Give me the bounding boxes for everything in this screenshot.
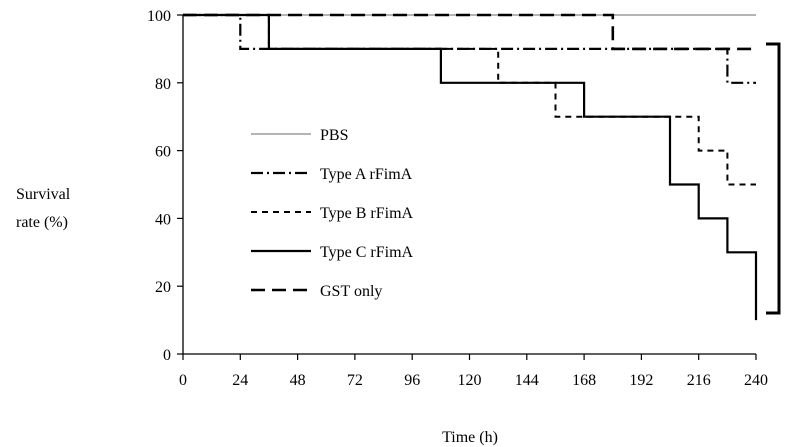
legend-label: Type B rFimA	[320, 205, 414, 222]
y-tick-label: 40	[155, 211, 171, 228]
x-axis-title: Time (h)	[442, 429, 498, 446]
x-tick-label: 192	[629, 372, 653, 389]
y-tick-label: 60	[155, 144, 171, 161]
x-tick-label: 168	[572, 372, 596, 389]
series-layer	[183, 13, 758, 321]
legend-label: GST only	[320, 283, 382, 300]
legend-label: Type A rFimA	[320, 166, 413, 183]
y-tick-label: 80	[155, 76, 171, 93]
series-line-gst-only	[183, 13, 756, 51]
legend: PBS Type A rFimA Type B rFimA Type C rFimA G…	[251, 127, 414, 300]
axes: 0 20 40 60 80 100 0 24 48 72 96 120 144 168 192 216 240	[147, 8, 768, 389]
y-axis-title-line2: rate (%)	[16, 214, 68, 231]
series-line-type-c-rfima	[183, 13, 758, 321]
x-tick-label: 216	[687, 372, 711, 389]
y-axis-title-line1: Survival	[16, 186, 71, 203]
significance-bracket	[766, 42, 781, 315]
x-tick-label: 240	[744, 372, 768, 389]
x-tick-label: 96	[404, 372, 420, 389]
y-tick-label: 100	[147, 8, 171, 25]
x-tick-label: 24	[232, 372, 248, 389]
annotation-layer	[766, 42, 781, 315]
x-tick-label: 48	[290, 372, 306, 389]
legend-label: PBS	[320, 127, 348, 144]
x-tick-label: 0	[179, 372, 187, 389]
x-tick-label: 72	[347, 372, 363, 389]
x-tick-label: 120	[458, 372, 482, 389]
y-tick-label: 0	[163, 347, 171, 364]
legend-label: Type C rFimA	[320, 244, 414, 261]
x-tick-label: 144	[515, 372, 539, 389]
y-tick-label: 20	[155, 279, 171, 296]
